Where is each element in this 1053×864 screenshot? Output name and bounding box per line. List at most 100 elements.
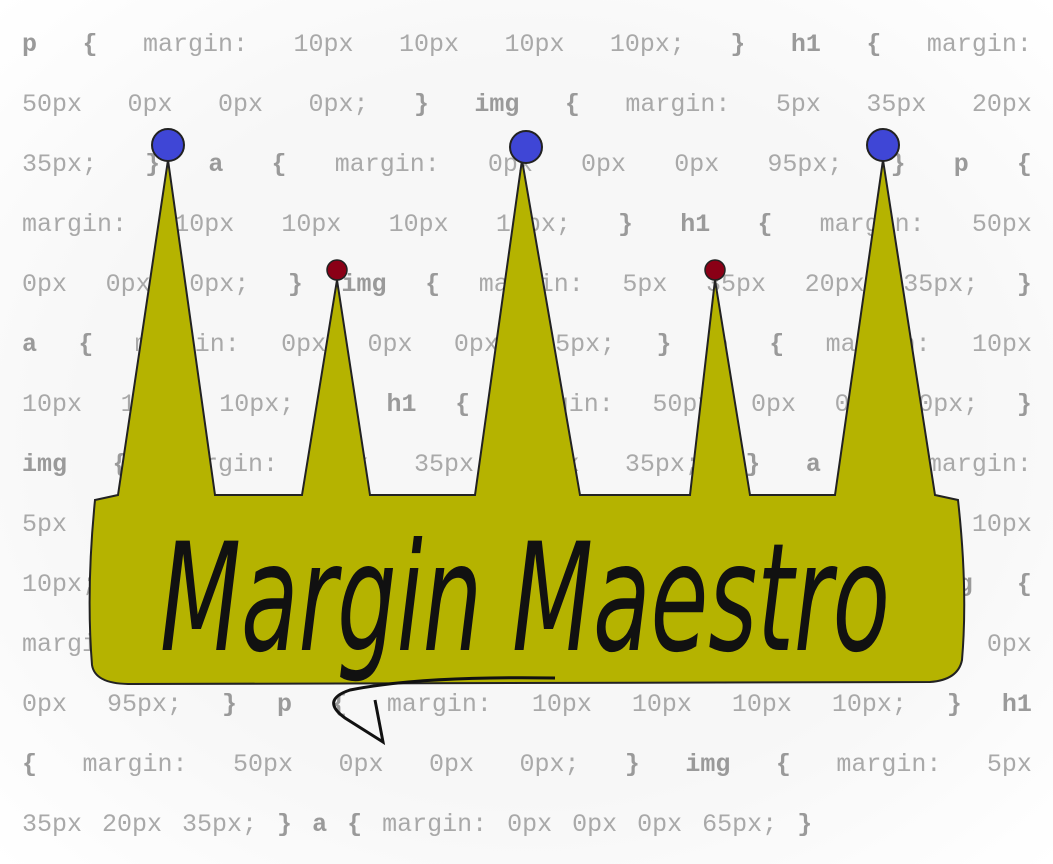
code-token: 0px; xyxy=(918,390,979,419)
code-token: { xyxy=(82,30,98,59)
code-token: h1 xyxy=(386,390,417,419)
code-token: 5px xyxy=(986,750,1032,779)
code-token: 10px xyxy=(531,690,592,719)
code-token: margin: xyxy=(334,150,440,179)
code-token: 0px xyxy=(127,90,173,119)
code-token: 20px xyxy=(102,810,163,839)
code-token: } xyxy=(624,750,640,779)
code-token: 0px xyxy=(428,750,474,779)
code-token: } xyxy=(656,330,672,359)
code-token: a xyxy=(312,810,328,839)
code-token: img xyxy=(22,450,68,479)
code-token: 10px; xyxy=(219,390,295,419)
code-token: 35px; xyxy=(903,270,979,299)
code-token: 10px xyxy=(971,510,1032,539)
code-token: 0px xyxy=(105,270,151,299)
code-token: } xyxy=(277,810,293,839)
code-token: 0px xyxy=(22,270,68,299)
code-token: 0px xyxy=(581,150,627,179)
code-token: } xyxy=(797,810,813,839)
code-token: 20px xyxy=(971,90,1032,119)
code-token: 0px xyxy=(281,330,327,359)
code-token: margin: xyxy=(926,30,1032,59)
code-token: 0px xyxy=(572,810,618,839)
code-token: 10px xyxy=(971,330,1032,359)
code-token: margin: xyxy=(82,750,188,779)
code-token: 0px; xyxy=(308,90,369,119)
code-token: { xyxy=(455,390,471,419)
code-token: 35px; xyxy=(22,150,98,179)
code-token: a xyxy=(208,150,224,179)
code-token: 35px xyxy=(413,450,474,479)
code-token: 35px xyxy=(866,90,927,119)
logo-title: Margin Maestro xyxy=(160,512,890,686)
code-token: img xyxy=(474,90,520,119)
code-token: 10px xyxy=(293,30,354,59)
code-token: } xyxy=(730,30,746,59)
code-token: 10px; xyxy=(609,30,685,59)
code-token: a xyxy=(805,450,821,479)
code-token: { xyxy=(425,270,441,299)
code-token: { xyxy=(866,30,882,59)
code-token: h1 xyxy=(790,30,821,59)
code-token: margin: xyxy=(382,810,488,839)
code-token: } xyxy=(745,450,761,479)
code-token: 5px xyxy=(622,270,668,299)
code-token: p xyxy=(953,150,969,179)
code-token: 10px xyxy=(504,30,565,59)
code-token: { xyxy=(757,210,773,239)
code-token: 20px xyxy=(804,270,865,299)
code-token: p xyxy=(22,30,38,59)
code-token: 0px xyxy=(637,810,683,839)
code-token: 0px xyxy=(338,750,384,779)
code-token: 10px xyxy=(631,690,692,719)
code-token: 10px; xyxy=(22,570,98,599)
code-token: 10px xyxy=(174,210,235,239)
code-token: 10px xyxy=(731,690,792,719)
code-token: 0px xyxy=(751,390,797,419)
code-line: 0px 95px;} p{margin: 10px 10px 10px 10px;} h1 xyxy=(22,682,1032,742)
code-token: 35px; xyxy=(182,810,258,839)
code-token: a xyxy=(22,330,38,359)
code-token: } xyxy=(221,690,237,719)
code-token: h1 xyxy=(680,210,711,239)
code-token: { xyxy=(769,330,785,359)
code-line: p {margin: 10px 10px 10px 10px;} h1 {margin: xyxy=(22,22,1032,82)
code-token: 35px xyxy=(22,810,83,839)
code-token: } xyxy=(618,210,634,239)
code-token: 5px xyxy=(775,90,821,119)
code-token: margin: xyxy=(625,90,731,119)
code-token: } xyxy=(1016,270,1032,299)
code-token: { xyxy=(347,810,363,839)
code-token: 0px; xyxy=(519,750,580,779)
code-token: } xyxy=(413,90,429,119)
jewel xyxy=(866,128,900,162)
code-token: 50px xyxy=(971,210,1032,239)
code-token: 0px xyxy=(674,150,720,179)
code-token: margin: xyxy=(926,450,1032,479)
code-token: 50px xyxy=(232,750,293,779)
crown xyxy=(88,159,966,686)
code-token: } xyxy=(1016,390,1032,419)
code-token: 0px; xyxy=(189,270,250,299)
jewel xyxy=(326,259,348,281)
code-token: 0px xyxy=(22,690,68,719)
code-token: p xyxy=(276,690,292,719)
code-token: 95px; xyxy=(106,690,182,719)
code-token: { xyxy=(564,90,580,119)
code-token: 10px xyxy=(388,210,449,239)
code-token: img xyxy=(685,750,731,779)
jewel xyxy=(704,259,726,281)
code-token: 10px; xyxy=(831,690,907,719)
code-line: {margin: 50px 0px 0px 0px;} img {margin: 5px xyxy=(22,742,1032,802)
code-token: 50px xyxy=(22,90,83,119)
code-token: 10px xyxy=(281,210,342,239)
flourish xyxy=(332,676,556,746)
code-token: 0px xyxy=(507,810,553,839)
code-token: 35px; xyxy=(624,450,700,479)
code-token: img xyxy=(341,270,387,299)
code-token: margin: xyxy=(22,210,128,239)
code-token: } xyxy=(287,270,303,299)
